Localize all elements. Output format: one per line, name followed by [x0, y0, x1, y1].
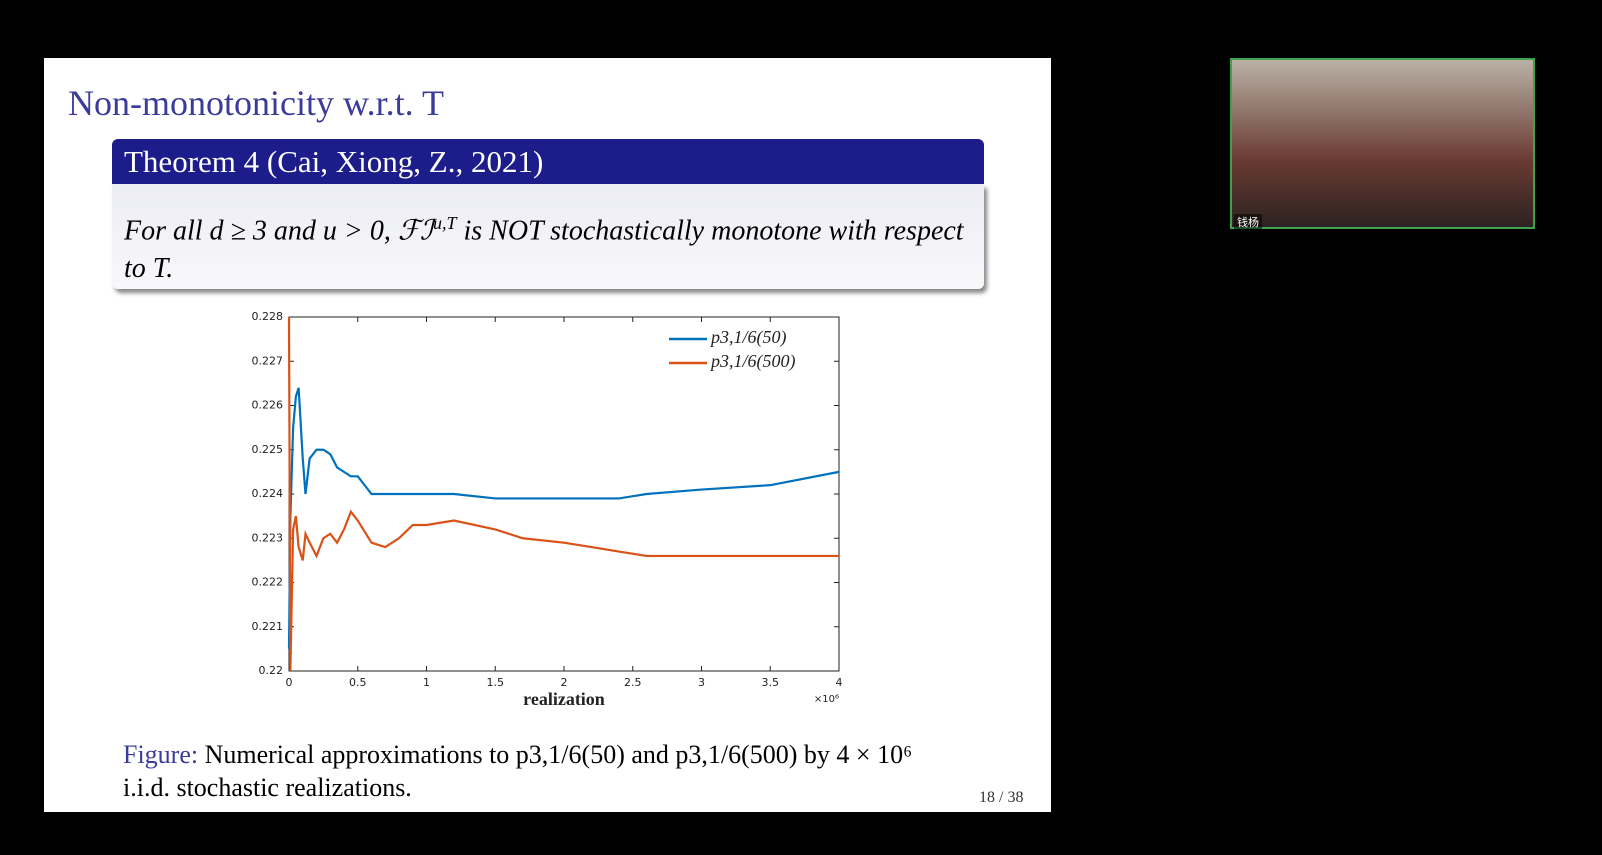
y-tick-label: 0.22 — [259, 664, 284, 677]
y-tick-label: 0.221 — [252, 620, 284, 633]
theorem-text: is NOT stochastically monotone with resp… — [124, 215, 964, 285]
x-multiplier: ×10⁶ — [814, 694, 839, 705]
webcam-name: 钱杨 — [1234, 214, 1262, 230]
theorem-body: For all d ≥ 3 and u > 0, ℱℐu,T is NOT st… — [112, 184, 984, 289]
x-tick-label: 3.5 — [762, 676, 780, 689]
x-tick-label: 2 — [561, 676, 568, 689]
chart: 0.22 0.221 0.222 0.223 0.224 0.225 0.226 0.227 0… — [252, 310, 843, 709]
legend-label: p3,1/6(50) — [709, 327, 787, 348]
x-tick-label: 1 — [423, 676, 430, 689]
x-tick-label: 0.5 — [349, 676, 367, 689]
y-tick-label: 0.225 — [252, 443, 284, 456]
y-tick-label: 0.226 — [252, 399, 284, 412]
caption: Figure: Numerical approximations to p3,1… — [123, 738, 943, 804]
y-tick-label: 0.228 — [252, 310, 284, 323]
webcam-video[interactable] — [1230, 58, 1535, 229]
y-tick-label: 0.224 — [252, 487, 284, 500]
x-tick-label: 3 — [698, 676, 705, 689]
theorem-text: For all d ≥ 3 and u > 0, ℱℐ — [124, 215, 433, 247]
x-tick-label: 4 — [836, 676, 843, 689]
page-number: 18 / 38 — [979, 789, 1024, 806]
y-tick-label: 0.223 — [252, 531, 284, 544]
legend-label: p3,1/6(500) — [709, 351, 796, 372]
caption-label: Figure: — [123, 740, 199, 769]
caption-text: Numerical approximations to p3,1/6(50) a… — [123, 740, 913, 802]
theorem-sup: u,T — [432, 213, 457, 233]
y-tick-label: 0.222 — [252, 576, 284, 589]
series-line — [287, 387, 840, 649]
x-axis-label: realization — [523, 689, 605, 709]
theorem-header: Theorem 4 (Cai, Xiong, Z., 2021) — [112, 139, 984, 184]
slide-title: Non-monotonicity w.r.t. T — [68, 83, 444, 123]
y-tick-label: 0.227 — [252, 354, 284, 367]
x-tick-label: 0 — [286, 676, 293, 689]
x-tick-label: 2.5 — [624, 676, 642, 689]
series-line — [287, 316, 839, 672]
x-tick-label: 1.5 — [487, 676, 505, 689]
